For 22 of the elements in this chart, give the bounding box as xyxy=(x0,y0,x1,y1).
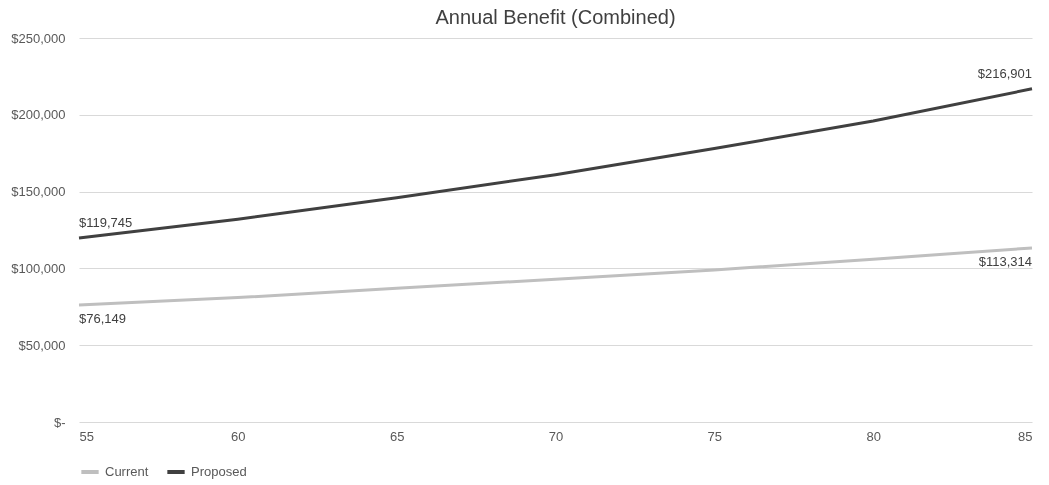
data-label: $216,901 xyxy=(977,65,1032,81)
y-tick-label: $50,000 xyxy=(18,337,66,353)
data-label: $76,149 xyxy=(79,311,126,327)
line-series xyxy=(77,87,1034,240)
x-tick-label: 85 xyxy=(1018,428,1033,444)
x-tick-label: 75 xyxy=(707,428,723,444)
chart-title: Annual Benefit (Combined) xyxy=(435,6,676,28)
data-label: $119,745 xyxy=(79,215,133,231)
legend-label: Current xyxy=(105,464,149,479)
x-tick-label: 55 xyxy=(79,428,94,444)
y-tick-label: $150,000 xyxy=(11,184,66,200)
x-tick-label: 60 xyxy=(231,428,246,444)
x-tick-label: 80 xyxy=(866,428,881,444)
x-tick-label: 70 xyxy=(548,428,564,444)
y-tick-label: $- xyxy=(53,414,66,430)
y-tick-label: $100,000 xyxy=(11,260,66,276)
data-label: $113,314 xyxy=(978,253,1032,269)
line-series xyxy=(77,246,1034,307)
y-tick-label: $250,000 xyxy=(11,30,66,46)
y-tick-label: $200,000 xyxy=(11,107,66,123)
x-tick-label: 65 xyxy=(389,428,405,444)
legend-label: Proposed xyxy=(191,464,247,479)
